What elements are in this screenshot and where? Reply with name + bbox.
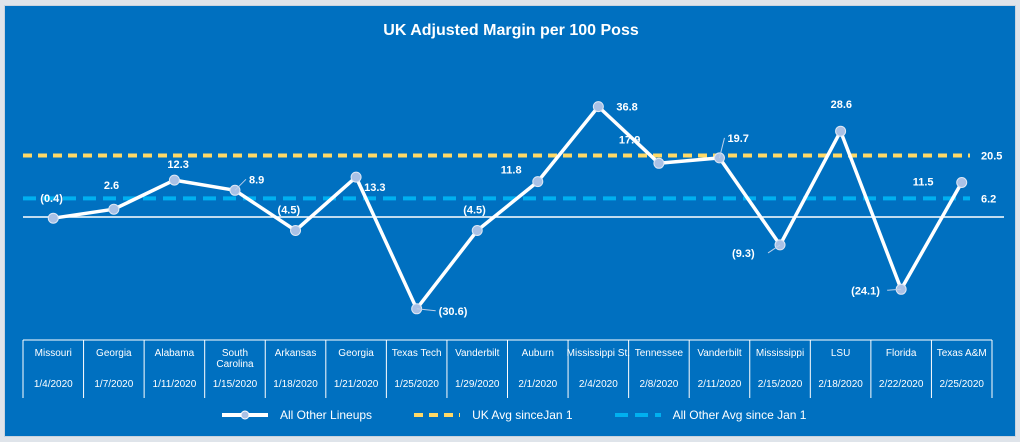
category-date-label: 2/1/2020 xyxy=(518,379,557,390)
category-opponent-label: Tennessee xyxy=(635,348,684,359)
data-label: (30.6) xyxy=(439,306,468,318)
category-opponent-label: Auburn xyxy=(522,348,554,359)
data-point xyxy=(168,174,180,186)
category-opponent-label: Georgia xyxy=(96,348,132,359)
data-point xyxy=(471,225,483,236)
category-date-label: 1/4/2020 xyxy=(34,379,73,390)
data-label: 12.3 xyxy=(167,159,188,171)
data-point xyxy=(592,101,604,113)
category-date-label: 1/15/2020 xyxy=(213,379,258,390)
data-label: (0.4) xyxy=(40,193,63,205)
category-date-label: 2/15/2020 xyxy=(758,379,803,390)
category-date-label: 1/11/2020 xyxy=(153,379,197,390)
data-label: 17.9 xyxy=(619,134,640,146)
category-opponent-label: LSU xyxy=(831,348,850,359)
category-opponent-label: Missouri xyxy=(35,348,72,359)
category-date-label: 1/7/2020 xyxy=(94,379,133,390)
legend-item-lineups: All Other Lineups xyxy=(220,408,372,422)
label-leader-line xyxy=(767,244,781,254)
category-opponent-label: Mississippi xyxy=(756,348,804,359)
category-date-label: 2/22/2020 xyxy=(879,379,924,390)
category-opponent-label: South xyxy=(222,348,248,359)
data-label: (4.5) xyxy=(463,205,486,217)
category-date-label: 1/21/2020 xyxy=(334,379,379,390)
data-label: 11.5 xyxy=(913,177,934,189)
category-date-label: 2/11/2020 xyxy=(698,379,742,390)
legend-item-other-avg: All Other Avg since Jan 1 xyxy=(613,408,807,422)
legend-label-uk-avg: UK Avg sinceJan 1 xyxy=(472,408,573,422)
label-leader-line xyxy=(234,178,247,191)
category-opponent-label: Texas Tech xyxy=(392,348,442,359)
data-point xyxy=(290,225,302,236)
legend-swatch-uk-avg xyxy=(414,413,461,417)
data-point xyxy=(350,171,362,183)
category-opponent-label: Carolina xyxy=(216,359,254,370)
category-opponent-label: Arkansas xyxy=(275,348,317,359)
data-point xyxy=(956,177,968,188)
data-point xyxy=(47,212,59,224)
category-date-label: 1/29/2020 xyxy=(455,379,500,390)
data-label: (24.1) xyxy=(851,285,880,297)
label-leader-line xyxy=(887,288,902,291)
data-label: 8.9 xyxy=(249,174,264,186)
category-date-label: 1/18/2020 xyxy=(273,379,318,390)
data-label: (4.5) xyxy=(278,205,301,217)
category-opponent-label: Florida xyxy=(886,348,917,359)
chart-title: UK Adjusted Margin per 100 Poss xyxy=(383,22,639,39)
data-point xyxy=(835,125,847,137)
legend: All Other Lineups UK Avg sinceJan 1 All … xyxy=(220,408,846,422)
data-point xyxy=(653,157,665,169)
data-point xyxy=(532,176,544,188)
category-date-label: 2/8/2020 xyxy=(639,379,678,390)
data-label: (9.3) xyxy=(732,248,755,260)
data-point xyxy=(108,203,120,215)
data-label: 36.8 xyxy=(616,102,637,114)
category-opponent-label: Georgia xyxy=(338,348,374,359)
category-opponent-label: Alabama xyxy=(155,348,195,359)
category-opponent-label: Vanderbilt xyxy=(455,348,500,359)
data-label: 13.3 xyxy=(364,182,385,194)
legend-item-uk-avg: UK Avg sinceJan 1 xyxy=(412,408,573,422)
label-leader-line xyxy=(718,137,725,159)
category-date-label: 2/4/2020 xyxy=(579,379,618,390)
label-leader-line xyxy=(416,308,436,312)
data-label: 28.6 xyxy=(831,99,852,111)
category-opponent-label: Mississippi St. xyxy=(567,348,630,359)
uk-avg-label: 20.5 xyxy=(981,151,1002,163)
category-date-label: 1/25/2020 xyxy=(394,379,439,390)
plot-area: 20.5 6.2 (0.4) 2.6 12.3 8.9 (4.5) 13.3 (30.6) (4.… xyxy=(22,99,1004,398)
legend-label-lineups: All Other Lineups xyxy=(280,408,373,422)
category-date-label: 2/25/2020 xyxy=(939,379,984,390)
category-opponent-label: Texas A&M xyxy=(937,348,987,359)
legend-swatch-lineups xyxy=(222,410,268,420)
chart-area: UK Adjusted Margin per 100 Poss 20.5 6.2 (… xyxy=(4,5,1016,437)
series-line-lineups xyxy=(53,104,964,311)
legend-swatch-other-avg xyxy=(614,413,661,417)
data-label: 11.8 xyxy=(501,165,522,177)
data-label: 2.6 xyxy=(104,180,119,192)
other-avg-label: 6.2 xyxy=(981,193,996,205)
data-label: 19.7 xyxy=(727,133,748,145)
category-opponent-label: Vanderbilt xyxy=(697,348,742,359)
legend-label-other-avg: All Other Avg since Jan 1 xyxy=(672,408,807,422)
category-date-label: 2/18/2020 xyxy=(818,379,863,390)
